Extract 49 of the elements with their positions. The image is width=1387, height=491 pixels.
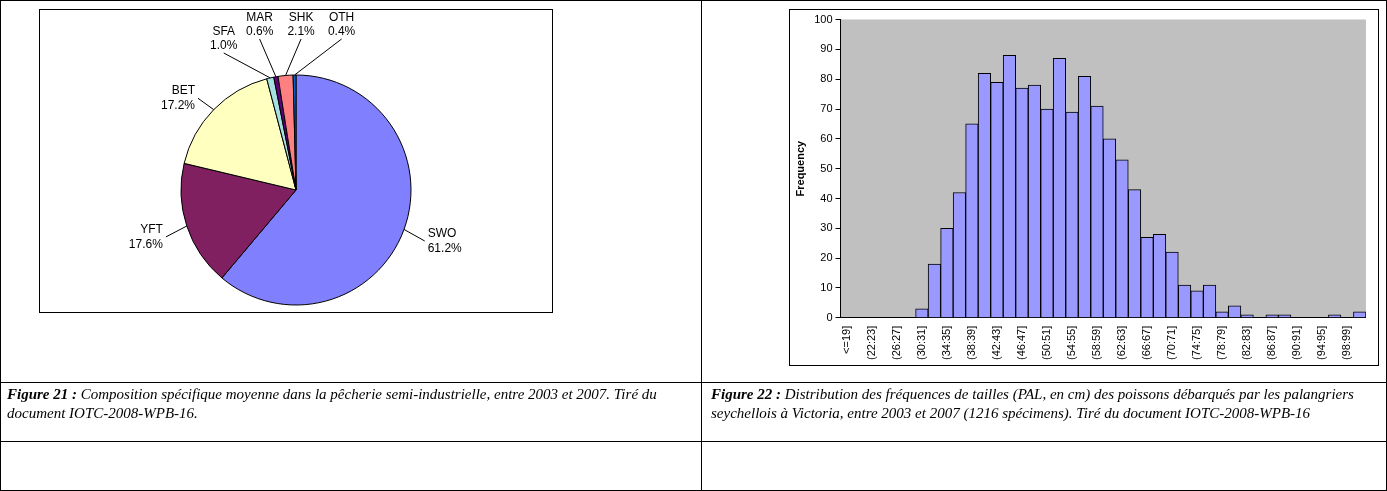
- slice-label: SWO: [427, 225, 457, 240]
- data-label: 17.6%: [128, 236, 164, 251]
- data-label: 1.0%: [210, 38, 238, 52]
- slice-label: BET: [171, 83, 196, 98]
- y-tick-label: 20: [820, 251, 833, 264]
- x-tick-label: (98:99]: [1340, 325, 1353, 360]
- y-tick-label: 0: [826, 310, 833, 323]
- data-label: 2.1%: [287, 24, 316, 38]
- x-tick-label: (74:75]: [1190, 325, 1203, 360]
- y-tick-label: 60: [820, 131, 833, 144]
- y-tick-label: 30: [820, 221, 833, 234]
- y-tick-label: 40: [820, 191, 833, 204]
- data-label: 0.6%: [245, 24, 274, 38]
- x-tick-label: (78:79]: [1215, 325, 1228, 360]
- data-label: 61.2%: [427, 240, 463, 255]
- y-tick-label: 100: [814, 12, 833, 25]
- slice-label: SFA: [212, 24, 236, 38]
- x-tick-label: (42:43]: [989, 325, 1002, 360]
- x-tick-label: <=19]: [839, 325, 852, 354]
- slice-label: OTH: [328, 10, 355, 24]
- x-tick-label: (54:55]: [1065, 325, 1078, 360]
- x-tick-label: (46:47]: [1014, 325, 1027, 360]
- slice-label: YFT: [140, 221, 164, 236]
- x-tick-label: (50:51]: [1039, 325, 1052, 360]
- x-tick-label: (86:87]: [1265, 325, 1278, 360]
- y-tick-label: 70: [820, 102, 833, 115]
- caption: Figure 22 : Distribution des fréquences de tailles (PAL, en cm) des poissons débarqués par les palangriers seychellois à Victoria, entre 2003 et 2007 (1216 spécimens). Tiré du document IOTC-2008-WPB-16: [711, 385, 1355, 423]
- slice-label: SHK: [288, 10, 314, 24]
- x-tick-label: (70:71]: [1165, 325, 1178, 360]
- y-tick-label: 50: [820, 161, 833, 174]
- x-tick-label: (62:63]: [1115, 325, 1128, 360]
- x-tick-label: (38:39]: [964, 325, 977, 360]
- x-tick-label: (66:67]: [1140, 325, 1153, 360]
- x-tick-label: (90:91]: [1290, 325, 1303, 360]
- slice-label: MAR: [246, 10, 274, 24]
- y-tick-label: 90: [820, 42, 833, 55]
- x-tick-label: (94:95]: [1315, 325, 1328, 360]
- y-tick-label: 10: [820, 280, 833, 293]
- caption: Figure 21 : Composition spécifique moyenne dans la pêcherie semi-industrielle, entre 2003 et 2007. Tiré du document IOTC-2008-WPB-16.: [7, 385, 658, 423]
- x-tick-label: (22:23]: [864, 325, 877, 360]
- y-tick-label: 80: [820, 72, 833, 85]
- x-tick-label: (58:59]: [1090, 325, 1103, 360]
- x-tick-label: (82:83]: [1240, 325, 1253, 360]
- x-tick-label: (30:31]: [914, 325, 927, 360]
- data-label: 0.4%: [327, 24, 356, 38]
- x-tick-label: (34:35]: [939, 325, 952, 360]
- data-label: 17.2%: [160, 98, 196, 113]
- y-axis-title: Frequency: [793, 139, 806, 197]
- x-tick-label: (26:27]: [889, 325, 902, 360]
